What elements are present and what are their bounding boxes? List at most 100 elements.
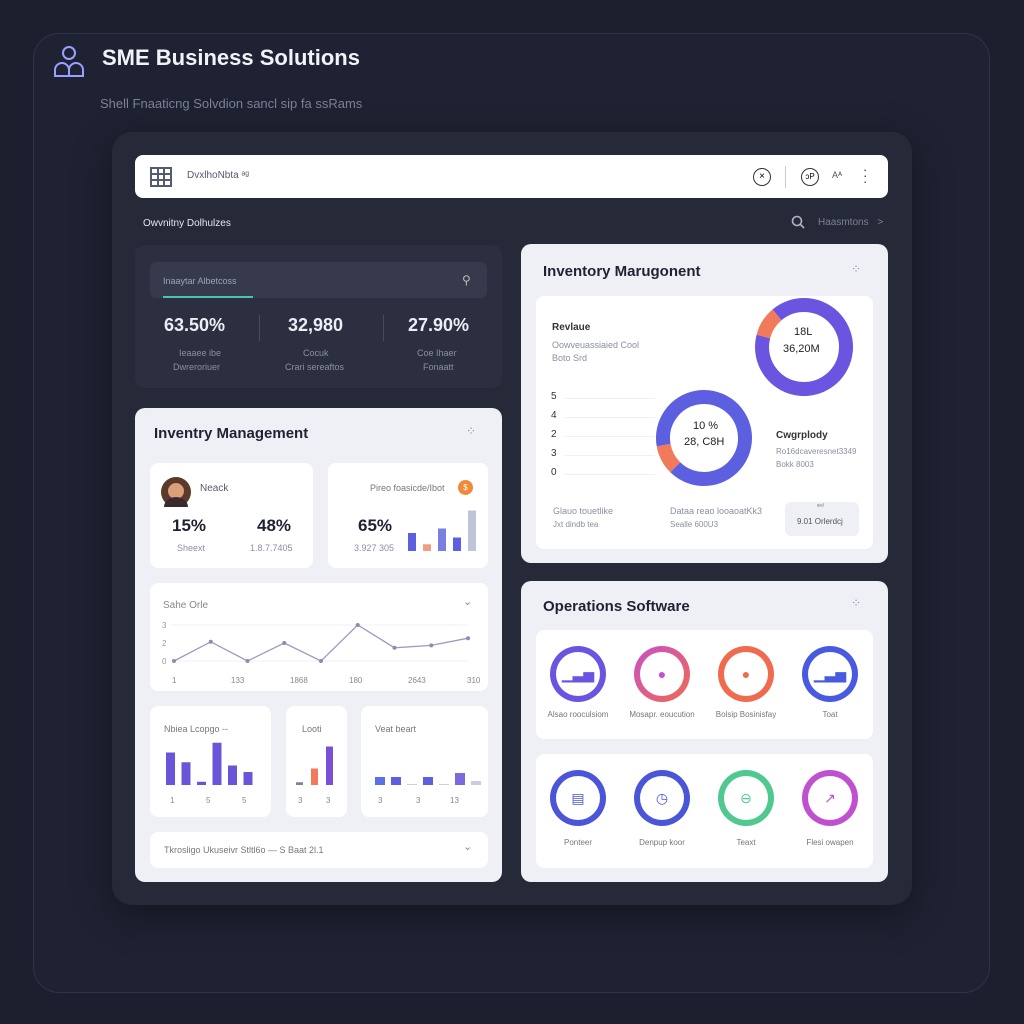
kpi-label: Fonaatt bbox=[423, 362, 454, 372]
card-title: Operations Software bbox=[543, 598, 690, 615]
footer-dropdown[interactable]: Tkrosligo Ukuseivr Stltl6o — S Baat 2l.1… bbox=[150, 832, 488, 868]
bar bbox=[243, 772, 253, 785]
person-name: Neack bbox=[200, 483, 229, 494]
bar-chart-3: 3 3 13 bbox=[375, 773, 481, 805]
mini-title: Pireo foasicde/Ibot bbox=[370, 483, 445, 493]
bar-card-3: Veat beart 3 3 13 bbox=[361, 706, 488, 817]
top-bar: DvxlhoNbta ᵃᵍ × ɔP Aᴬ · · · bbox=[135, 155, 888, 198]
app-tile[interactable]: ↗ Flesi owapen bbox=[802, 770, 858, 847]
orders-badge[interactable]: ᵃⁿᵈ 9.01 Orlerdcj bbox=[785, 502, 859, 536]
expand-icon[interactable]: ⁘ bbox=[851, 262, 863, 276]
x-tick: 3 bbox=[416, 796, 421, 805]
section-title: Owvnitny Dolhulzes bbox=[143, 218, 231, 229]
app-tile-label: Flesi owapen bbox=[806, 838, 854, 847]
gridline bbox=[565, 417, 655, 418]
mini-bar-chart bbox=[408, 510, 476, 551]
x-tick: 3 bbox=[326, 796, 331, 805]
app-tile[interactable]: ⊖ Teaxt bbox=[718, 770, 774, 847]
bar-chart-icon: ▁▃▅ bbox=[802, 646, 858, 702]
app-tile[interactable]: ● Bolsip Bosinisfay bbox=[716, 646, 776, 719]
kpi-header-label: Inaaytar Albetcoss bbox=[163, 276, 237, 286]
line-series bbox=[173, 624, 469, 662]
line-point bbox=[208, 639, 213, 644]
donut-chart-1 bbox=[755, 298, 853, 396]
revenue-title: Revlaue bbox=[552, 322, 591, 333]
bar-chart-1: 1 5 5 bbox=[166, 742, 253, 805]
app-row-2: ▤ Ponteer ◷ Denpup koor ⊖ Teaxt ↗ Flesi owapen bbox=[536, 754, 873, 868]
app-title: SME Business Solutions bbox=[102, 45, 360, 70]
revenue-label: Oowveuassiaied Cool bbox=[552, 340, 640, 350]
gridline bbox=[565, 436, 655, 437]
app-tile-label: Alsao rooculsiom bbox=[547, 710, 609, 719]
donut-value: 28, C8H bbox=[684, 436, 725, 448]
line-point bbox=[245, 659, 250, 663]
x-tick: 1 bbox=[172, 676, 177, 685]
search-icon[interactable] bbox=[791, 215, 805, 229]
y-tick: 3 bbox=[162, 621, 167, 630]
chevron-down-icon[interactable]: ⌄ bbox=[463, 596, 473, 608]
x-tick: 3 bbox=[298, 796, 303, 805]
expand-icon[interactable]: ⁘ bbox=[851, 596, 863, 610]
person-stat-2: 48% bbox=[257, 516, 292, 535]
close-circle-icon[interactable]: × bbox=[753, 168, 771, 186]
kpi-label: Cocuk bbox=[303, 348, 329, 358]
bar-chart-icon: ▁▃▅ bbox=[550, 646, 606, 702]
lock-icon[interactable]: ⚲ bbox=[462, 273, 471, 287]
more-vertical-icon[interactable]: · · · bbox=[863, 162, 868, 189]
app-tile[interactable]: ▤ Ponteer bbox=[550, 770, 606, 847]
app-tile[interactable]: ◷ Denpup koor bbox=[634, 770, 690, 847]
badge-label: 9.01 Orlerdcj bbox=[797, 517, 843, 526]
user-icon: ● bbox=[718, 646, 774, 702]
kpi-tab-indicator bbox=[163, 296, 253, 298]
bar bbox=[181, 762, 191, 785]
donut-value: 18L bbox=[794, 326, 813, 338]
bar-card-1: Nbiea Lcopgo -- 1 5 5 bbox=[150, 706, 271, 817]
badge-icon[interactable]: ɔP bbox=[801, 168, 819, 186]
font-size-icon[interactable]: Aᴬ bbox=[832, 170, 843, 180]
app-tile[interactable]: ▁▃▅ Toat bbox=[802, 646, 858, 719]
haasmtons-link[interactable]: Haasmtons > bbox=[818, 217, 883, 228]
mini-chart-card: Pireo foasicde/Ibot $ 65% 3.927 305 bbox=[328, 463, 488, 568]
line-point bbox=[392, 645, 397, 650]
bar bbox=[439, 784, 449, 785]
kpi-label: Ieaaee ibe bbox=[179, 348, 222, 358]
lock-icon: ⊖ bbox=[718, 770, 774, 826]
expand-icon[interactable]: ⁘ bbox=[466, 424, 478, 438]
bar bbox=[228, 765, 237, 785]
inventory-card-right: Inventory Marugonent ⁘ Revlaue Oowveuass… bbox=[521, 244, 888, 563]
donut-value: 36,20M bbox=[783, 343, 820, 355]
coin-icon[interactable]: $ bbox=[458, 480, 473, 495]
bar bbox=[391, 777, 401, 785]
bar bbox=[296, 782, 303, 785]
chevron-right-icon: > bbox=[877, 217, 884, 228]
card-title: Inventry Management bbox=[154, 425, 309, 442]
gridline bbox=[565, 398, 655, 399]
person-stat-label: 1.8.7.7405 bbox=[250, 543, 293, 553]
app-tile[interactable]: ● Mosapr. eoucution bbox=[629, 646, 695, 719]
kpi-label: Dwreroriuer bbox=[173, 362, 221, 372]
link-label: Haasmtons bbox=[818, 217, 869, 228]
chevron-down-icon[interactable]: ⌄ bbox=[463, 841, 473, 853]
bar bbox=[455, 773, 465, 785]
line-point bbox=[172, 659, 176, 663]
x-tick: 310 bbox=[467, 676, 481, 685]
company-label: Ro16dcaveresnet3349 bbox=[776, 447, 857, 456]
card-title: Inventory Marugonent bbox=[543, 263, 701, 280]
grid-icon[interactable] bbox=[150, 167, 172, 187]
app-tile-label: Mosapr. eoucution bbox=[629, 710, 695, 719]
kpi-value-2: 32,980 bbox=[288, 315, 344, 335]
bar bbox=[166, 752, 175, 785]
donut-slice bbox=[755, 298, 853, 396]
line-point bbox=[319, 659, 323, 663]
x-tick: 133 bbox=[231, 676, 245, 685]
footer-text: Tkrosligo Ukuseivr Stltl6o — S Baat 2l.1 bbox=[164, 845, 324, 855]
donut-value: 10 % bbox=[693, 420, 719, 432]
company-title: Cwgrplody bbox=[776, 430, 828, 441]
bar bbox=[408, 533, 416, 551]
app-tile[interactable]: ▁▃▅ Alsao rooculsiom bbox=[548, 646, 608, 719]
bar bbox=[453, 537, 461, 551]
bar bbox=[423, 544, 431, 551]
document-icon: ▤ bbox=[550, 770, 606, 826]
bar bbox=[471, 781, 481, 785]
x-tick: 1868 bbox=[290, 676, 308, 685]
